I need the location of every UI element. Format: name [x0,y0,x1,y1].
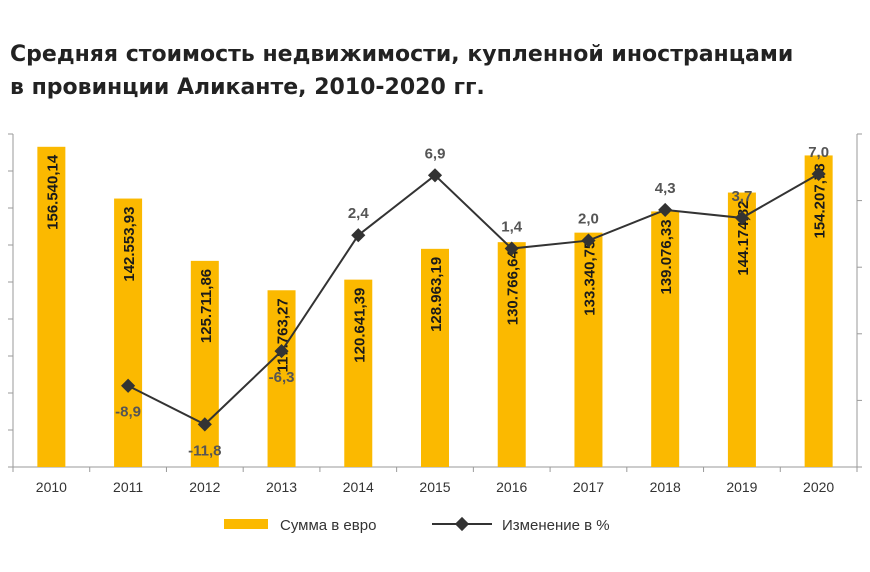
line-marker [581,233,596,248]
bar-value-label: 125.711,86 [198,269,215,343]
x-tick-label: 2013 [266,479,297,495]
line-marker [811,166,826,182]
chart-title: Средняя стоимость недвижимости, купленно… [10,38,860,104]
bar [190,260,219,467]
line-marker [734,210,749,225]
legend-line-label: Изменение в % [502,517,610,534]
x-tick-label: 2012 [189,479,220,495]
bar-value-label: 154.207,78 [812,163,829,238]
title-line-1: Средняя стоимость недвижимости, купленно… [10,42,794,67]
line-value-label: -8,9 [115,404,141,421]
change-line [127,173,820,426]
x-tick-label: 2019 [726,479,757,495]
line-value-label: 2,0 [578,211,599,228]
bar [727,192,756,467]
x-tick-label: 2017 [573,479,604,495]
bar-value-label: 128.963,19 [428,257,445,332]
line-value-label: 2,4 [348,205,370,222]
line-value-label: 3,7 [731,188,752,205]
x-tick-label: 2015 [419,479,450,495]
x-tick-label: 2014 [343,479,374,495]
title-line-2: в провинции Аликанте, 2010-2020 гг. [10,75,485,100]
line-marker [121,378,136,393]
line-marker [658,202,673,217]
bar-value-label: 144.174,82 [735,201,752,276]
legend-bar-label: Сумма в евро [280,517,376,534]
bar-value-label: 130.766,64 [505,250,522,326]
bar [651,211,680,467]
line-value-label: -6,3 [269,369,295,386]
x-tick-label: 2018 [650,479,681,495]
legend-line-marker [454,516,470,532]
line-value-label: 1,4 [501,219,523,236]
line-value-label: 7,0 [808,144,829,161]
bar [114,198,143,467]
bar [497,242,526,467]
line-marker [197,417,212,432]
x-tick-label: 2010 [36,479,67,495]
x-tick-label: 2020 [803,479,834,495]
line-value-label: 6,9 [425,145,446,162]
x-tick-label: 2011 [113,479,143,495]
bar-value-label: 139.076,33 [658,219,675,294]
bar-value-label: 117.763,27 [275,298,292,372]
line-marker [351,228,366,243]
line-value-label: 4,3 [655,180,676,197]
bar [344,279,373,467]
bar-value-label: 120.641,39 [351,288,368,363]
bar [421,248,449,467]
bar [37,146,66,467]
bar [267,290,296,467]
line-value-label: -11,8 [188,442,221,459]
bar [804,155,833,467]
line-marker [274,344,289,359]
bar [574,232,603,467]
line-marker [427,168,443,183]
bar-value-label: 156.540,14 [44,154,61,230]
bar-value-label: 133.340,75 [581,241,598,316]
bar-value-label: 142.553,93 [121,207,138,282]
x-tick-label: 2016 [496,479,527,495]
legend-bar-swatch [224,519,268,529]
